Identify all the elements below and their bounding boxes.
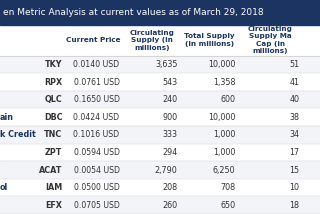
Text: 41: 41 [289,77,299,86]
Text: 0.0054 USD: 0.0054 USD [74,165,120,174]
Text: Circulating
Supply Ma
Cap (in
millions): Circulating Supply Ma Cap (in millions) [248,26,293,54]
Text: 0.0424 USD: 0.0424 USD [74,113,120,122]
Text: 10,000: 10,000 [208,113,235,122]
Bar [0,179,320,196]
Text: EFX: EFX [45,201,62,210]
Text: 260: 260 [163,201,178,210]
Text: ACAT: ACAT [39,165,62,174]
Bar [0,196,320,214]
Text: QLC: QLC [45,95,62,104]
Text: 0.0705 USD: 0.0705 USD [74,201,119,210]
Text: 543: 543 [163,77,178,86]
Text: 10,000: 10,000 [208,60,235,69]
Text: IAM: IAM [45,183,62,192]
Text: 51: 51 [289,60,299,69]
Text: 0.0594 USD: 0.0594 USD [74,148,120,157]
Text: 294: 294 [162,148,178,157]
Text: 40: 40 [289,95,299,104]
Text: TNC: TNC [44,130,62,139]
Text: 0.0761 USD: 0.0761 USD [74,77,120,86]
Text: ZPT: ZPT [45,148,62,157]
Text: 6,250: 6,250 [212,165,235,174]
Text: 0.0140 USD: 0.0140 USD [74,60,120,69]
Text: 0.1016 USD: 0.1016 USD [74,130,120,139]
Text: DBC: DBC [44,113,62,122]
Text: TKY: TKY [45,60,62,69]
Text: ol: ol [0,183,8,192]
Bar [0,108,320,126]
Text: Current Price: Current Price [66,37,121,43]
Text: 240: 240 [163,95,178,104]
Text: 1,000: 1,000 [213,130,235,139]
Text: 0.0500 USD: 0.0500 USD [74,183,119,192]
Bar [0,73,320,91]
Text: 38: 38 [289,113,299,122]
Text: Circulating
Supply (in
millions): Circulating Supply (in millions) [130,30,174,51]
Text: Total Supply
(in millions): Total Supply (in millions) [184,33,235,47]
Text: RPX: RPX [44,77,62,86]
Text: 333: 333 [163,130,178,139]
Text: ain: ain [0,113,14,122]
Text: 208: 208 [163,183,178,192]
Bar [0,161,320,179]
Text: 2,790: 2,790 [155,165,178,174]
Text: 650: 650 [220,201,235,210]
Text: 10: 10 [289,183,299,192]
Bar [0,25,320,56]
Text: 1,358: 1,358 [213,77,235,86]
Bar [0,0,320,25]
Text: 15: 15 [289,165,299,174]
Text: 600: 600 [220,95,235,104]
Text: 34: 34 [289,130,299,139]
Bar [0,144,320,161]
Text: 3,635: 3,635 [155,60,178,69]
Text: 0.1650 USD: 0.1650 USD [74,95,120,104]
Text: 1,000: 1,000 [213,148,235,157]
Text: 17: 17 [289,148,299,157]
Text: k Credit: k Credit [0,130,36,139]
Bar [0,56,320,73]
Text: en Metric Analysis at current values as of March 29, 2018: en Metric Analysis at current values as … [3,8,264,17]
Text: 708: 708 [220,183,235,192]
Text: 18: 18 [289,201,299,210]
Text: 900: 900 [163,113,178,122]
Bar [0,91,320,108]
Bar [0,126,320,144]
